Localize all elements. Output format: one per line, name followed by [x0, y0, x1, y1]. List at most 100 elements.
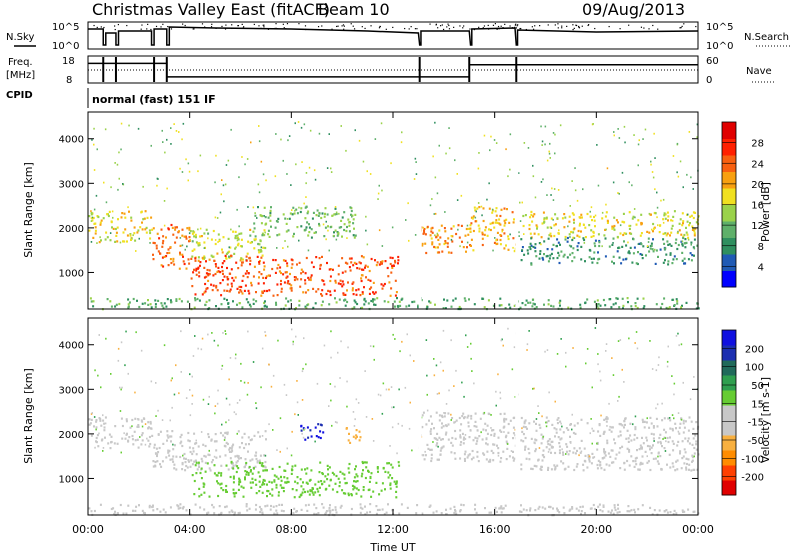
heatmap-cell — [272, 294, 275, 297]
heatmap-cell — [93, 425, 95, 428]
heatmap-cell — [639, 463, 642, 466]
heatmap-cell — [461, 415, 464, 418]
heatmap-cell — [225, 397, 228, 400]
heatmap-cell — [494, 221, 497, 224]
heatmap-cell — [387, 503, 389, 506]
heatmap-cell — [198, 242, 201, 245]
heatmap-cell — [258, 276, 260, 279]
heatmap-cell — [396, 452, 398, 455]
heatmap-cell — [191, 255, 194, 258]
heatmap-cell — [571, 260, 574, 263]
heatmap-cell — [541, 454, 544, 457]
heatmap-cell — [259, 239, 262, 242]
heatmap-cell — [598, 241, 601, 244]
heatmap-cell — [503, 431, 505, 433]
heatmap-cell — [553, 468, 556, 471]
heatmap-cell — [529, 509, 531, 512]
heatmap-cell — [666, 240, 669, 243]
heatmap-cell — [95, 428, 97, 431]
heatmap-cell — [318, 222, 320, 226]
heatmap-cell — [652, 425, 655, 428]
heatmap-cell — [611, 509, 613, 512]
heatmap-cell — [264, 505, 267, 508]
heatmap-cell — [321, 294, 324, 297]
heatmap-cell — [544, 125, 547, 128]
heatmap-cell — [110, 507, 113, 511]
heatmap-cell — [591, 452, 594, 455]
heatmap-cell — [554, 223, 557, 226]
heatmap-cell — [261, 234, 264, 237]
heatmap-cell — [126, 240, 128, 243]
heatmap-cell — [120, 417, 123, 420]
heatmap-cell — [102, 414, 104, 417]
heatmap-cell — [692, 246, 695, 249]
heatmap-cell — [355, 289, 358, 292]
heatmap-cell — [413, 300, 416, 303]
heatmap-cell — [181, 468, 184, 471]
heatmap-cell — [434, 246, 437, 249]
heatmap-cell — [116, 163, 119, 166]
heatmap-cell — [169, 458, 172, 461]
heatmap-cell — [440, 426, 443, 429]
heatmap-cell — [300, 424, 303, 427]
heatmap-cell — [484, 229, 487, 232]
heatmap-cell — [342, 293, 345, 296]
heatmap-cell — [228, 450, 231, 453]
heatmap-cell — [365, 416, 368, 418]
heatmap-cell — [345, 481, 348, 485]
heatmap-cell — [329, 511, 332, 514]
heatmap-cell — [241, 306, 244, 309]
heatmap-cell — [299, 494, 302, 497]
heatmap-cell — [88, 507, 91, 510]
heatmap-cell — [548, 152, 551, 155]
heatmap-cell — [434, 303, 436, 306]
heatmap-cell — [191, 285, 194, 288]
heatmap-cell — [217, 389, 219, 392]
heatmap-cell — [622, 304, 625, 307]
heatmap-cell — [663, 212, 666, 215]
heatmap-cell — [513, 416, 516, 419]
heatmap-cell — [534, 448, 537, 451]
heatmap-cell — [360, 495, 363, 498]
heatmap-cell — [460, 423, 463, 426]
heatmap-cell — [162, 265, 165, 268]
heatmap-cell — [292, 235, 295, 238]
heatmap-cell — [223, 297, 226, 300]
heatmap-cell — [687, 440, 689, 443]
heatmap-cell — [199, 244, 201, 246]
heatmap-cell — [381, 508, 384, 511]
heatmap-cell — [530, 437, 533, 440]
heatmap-cell — [295, 489, 298, 492]
heatmap-cell — [619, 423, 622, 426]
heatmap-cell — [670, 244, 673, 247]
heatmap-cell — [535, 418, 538, 420]
heatmap-cell — [466, 346, 469, 348]
heatmap-cell — [572, 247, 575, 250]
heatmap-cell — [277, 477, 280, 480]
heatmap-cell — [597, 505, 600, 508]
heatmap-cell — [610, 306, 613, 309]
heatmap-cell — [212, 229, 215, 233]
heatmap-cell — [188, 460, 190, 463]
heatmap-cell — [91, 219, 94, 222]
heatmap-cell — [667, 263, 670, 266]
heatmap-cell — [223, 200, 225, 203]
heatmap-cell — [367, 470, 370, 473]
heatmap-cell — [566, 445, 569, 448]
heatmap-cell — [334, 229, 337, 232]
heatmap-cell — [468, 298, 470, 301]
nsearch-point — [511, 27, 514, 29]
heatmap-cell — [433, 245, 436, 249]
heatmap-cell — [273, 474, 276, 477]
nsearch-point — [572, 28, 574, 31]
heatmap-cell — [331, 508, 334, 512]
heatmap-cell — [177, 505, 180, 508]
heatmap-cell — [574, 189, 577, 192]
heatmap-cell — [242, 486, 245, 489]
heatmap-cell — [300, 225, 303, 228]
heatmap-cell — [444, 241, 447, 244]
heatmap-cell — [634, 428, 637, 431]
heatmap-cell — [501, 228, 504, 231]
heatmap-cell — [622, 212, 625, 215]
heatmap-cell — [501, 507, 504, 510]
